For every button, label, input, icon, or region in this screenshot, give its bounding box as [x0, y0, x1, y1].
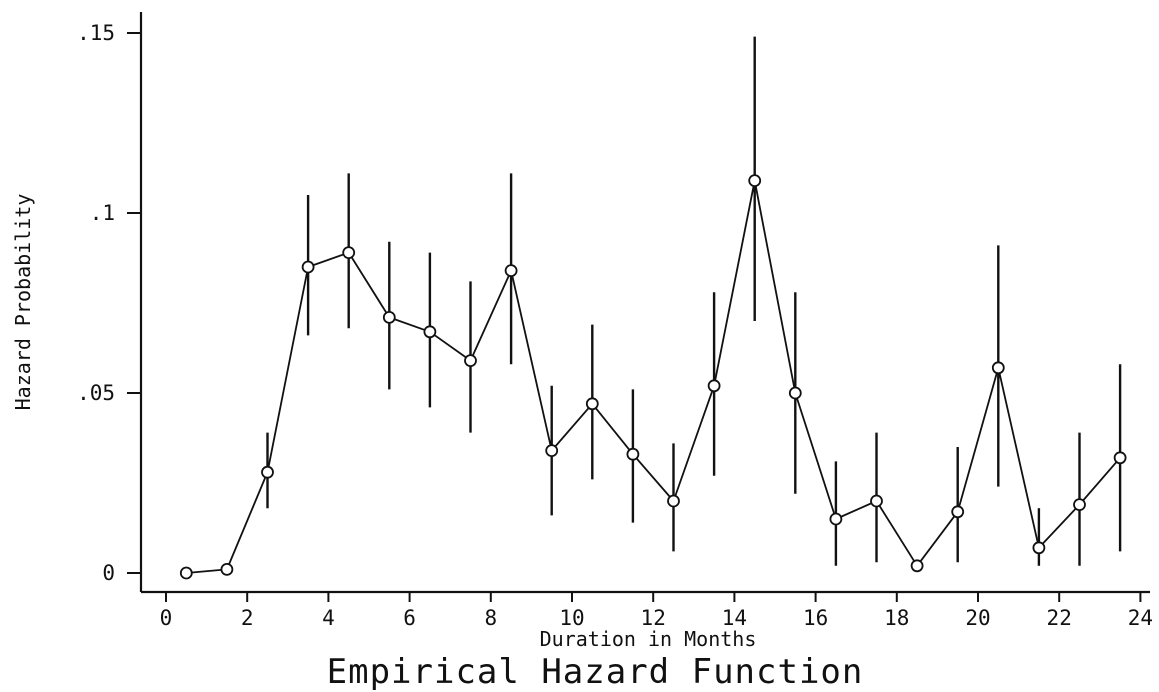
chart-title: Empirical Hazard Function — [327, 652, 864, 692]
data-point — [464, 354, 477, 368]
x-tick-label: 10 — [559, 606, 584, 630]
y-tick-label: .15 — [77, 21, 115, 45]
x-tick-label: 24 — [1128, 606, 1153, 630]
data-point — [1073, 498, 1086, 512]
data-point — [626, 447, 640, 461]
data-point — [910, 559, 924, 573]
y-tick-label: .05 — [77, 381, 115, 405]
data-point — [748, 174, 762, 188]
data-point — [829, 512, 843, 526]
x-tick-label: 4 — [322, 606, 335, 630]
data-point — [220, 563, 234, 576]
y-tick-label: .1 — [90, 201, 115, 225]
x-tick-label: 2 — [241, 606, 254, 630]
error-bars — [266, 36, 1122, 566]
data-point — [545, 444, 559, 458]
data-point — [301, 260, 315, 274]
data-points — [179, 174, 1127, 580]
x-tick-label: 20 — [965, 606, 990, 630]
series-line — [186, 179, 1121, 574]
data-point — [667, 494, 680, 508]
data-point — [1113, 451, 1127, 465]
x-ticks: 0 2 4 6 8 10 12 14 16 18 20 22 24 — [160, 592, 1153, 630]
x-tick-label: 0 — [160, 606, 173, 630]
data-point — [707, 379, 721, 393]
x-tick-label: 12 — [641, 606, 666, 630]
x-tick-label: 22 — [1047, 606, 1072, 630]
data-point — [788, 386, 802, 400]
data-point — [342, 246, 356, 260]
data-point — [179, 566, 193, 580]
data-point — [261, 465, 274, 479]
data-point — [991, 361, 1005, 375]
data-point — [870, 494, 883, 508]
data-point — [951, 505, 965, 519]
plot-area: 0.05.1.15 0 2 4 6 8 10 12 14 16 18 20 22 24 — [77, 12, 1153, 630]
x-tick-label: 6 — [403, 606, 416, 630]
x-tick-label: 18 — [884, 606, 909, 630]
data-point — [585, 397, 599, 411]
x-tick-label: 8 — [484, 606, 497, 630]
y-tick-label: 0 — [102, 561, 115, 585]
data-point — [504, 264, 518, 278]
data-point — [1032, 541, 1046, 555]
x-axis-title: Duration in Months — [540, 627, 757, 651]
x-tick-label: 14 — [722, 606, 747, 630]
data-point — [382, 310, 396, 324]
y-axis-title: Hazard Probability — [11, 194, 35, 411]
x-tick-label: 16 — [803, 606, 828, 630]
y-ticks: 0 .05 .1 .15 — [77, 21, 141, 585]
data-point — [423, 325, 437, 339]
